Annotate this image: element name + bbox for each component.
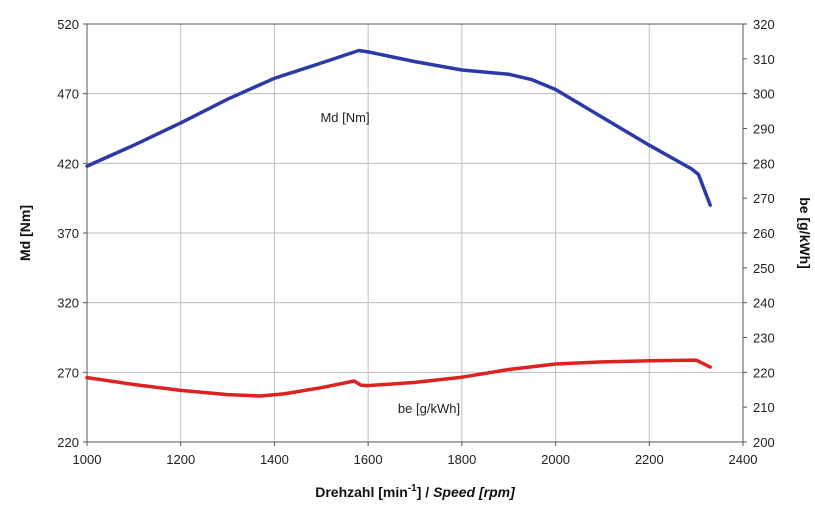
- x-tick-label: 1000: [73, 452, 102, 467]
- x-axis-title-unit-prefix: [min: [378, 484, 408, 500]
- x-tick-label: 1600: [354, 452, 383, 467]
- x-tick-label: 2000: [541, 452, 570, 467]
- x-tick-label: 1800: [447, 452, 476, 467]
- series-label-md: Md [Nm]: [320, 110, 369, 125]
- x-axis-title-main: Drehzahl: [315, 484, 378, 500]
- x-tick-label: 1200: [166, 452, 195, 467]
- gridlines: [87, 24, 743, 442]
- y-left-tick-label: 370: [57, 226, 79, 241]
- x-tick-label: 2400: [729, 452, 758, 467]
- x-axis-title-unit-sup: -1: [408, 483, 417, 494]
- series-lines: [85, 48, 712, 398]
- y-right-tick-label: 280: [753, 156, 775, 171]
- y-axis-left-title: Md [Nm]: [17, 205, 33, 261]
- x-tick-label: 1400: [260, 452, 289, 467]
- y-right-tick-label: 300: [753, 87, 775, 102]
- y-right-tick-label: 220: [753, 365, 775, 380]
- y-right-tick-label: 240: [753, 296, 775, 311]
- y-left-tick-label: 420: [57, 156, 79, 171]
- x-tick-label: 2200: [635, 452, 664, 467]
- tick-labels: 1000 1200 1400 1600 1800 2000 2200 2400 220 270 32…: [57, 17, 774, 467]
- x-axis-title-unit-suffix: ] /: [417, 484, 433, 500]
- y-right-tick-label: 210: [753, 400, 775, 415]
- series-label-be: be [g/kWh]: [398, 401, 460, 416]
- y-right-tick-label: 310: [753, 52, 775, 67]
- y-right-tick-label: 290: [753, 122, 775, 137]
- x-axis-title-italic: Speed [rpm]: [433, 484, 516, 500]
- y-axis-right-title: be [g/kWh]: [797, 197, 813, 269]
- y-left-tick-label: 470: [57, 87, 79, 102]
- y-right-tick-label: 270: [753, 191, 775, 206]
- y-right-tick-label: 320: [753, 17, 775, 32]
- x-axis-title: Drehzahl [min-1] / Speed [rpm]: [315, 483, 516, 500]
- y-left-tick-label: 520: [57, 17, 79, 32]
- series-line-be: [85, 358, 712, 398]
- y-right-tick-label: 200: [753, 435, 775, 450]
- y-right-tick-label: 250: [753, 261, 775, 276]
- y-left-tick-label: 270: [57, 365, 79, 380]
- y-right-tick-label: 230: [753, 331, 775, 346]
- y-left-tick-label: 320: [57, 296, 79, 311]
- y-right-tick-label: 260: [753, 226, 775, 241]
- series-line-md: [85, 48, 712, 207]
- y-left-tick-label: 220: [57, 435, 79, 450]
